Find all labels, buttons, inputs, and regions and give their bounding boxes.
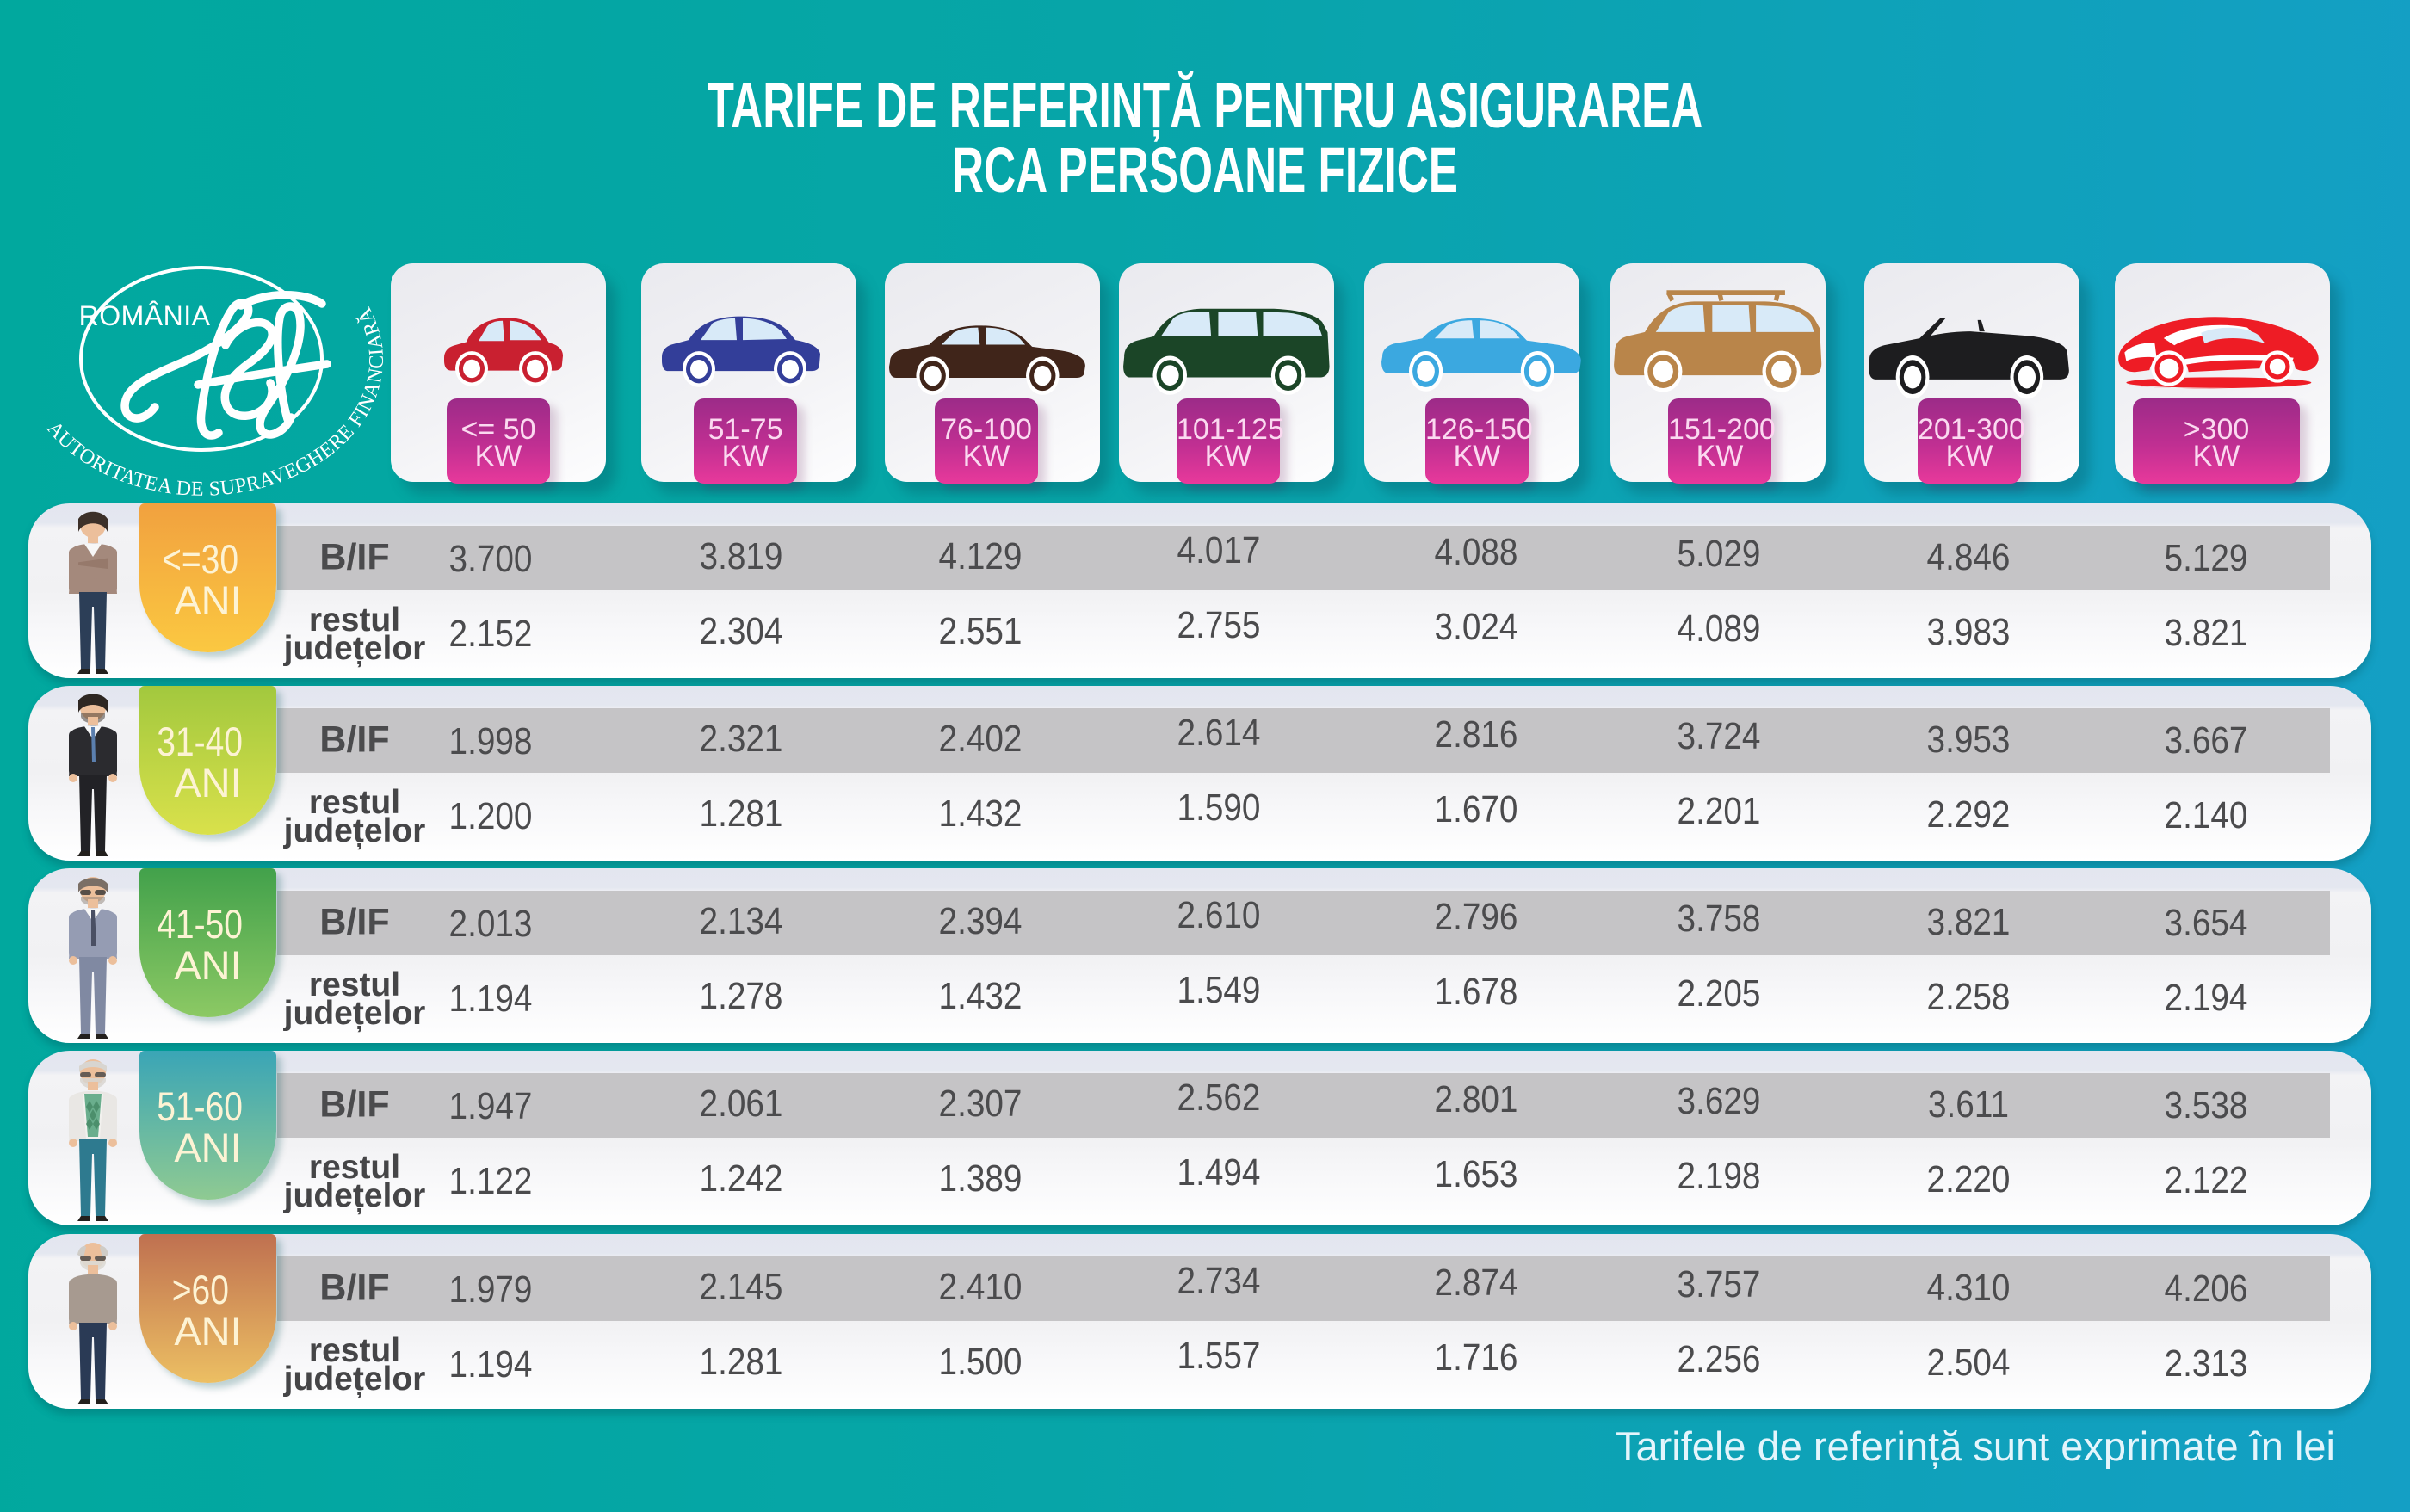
svg-text:ROMÂNIA: ROMÂNIA [79,300,211,331]
